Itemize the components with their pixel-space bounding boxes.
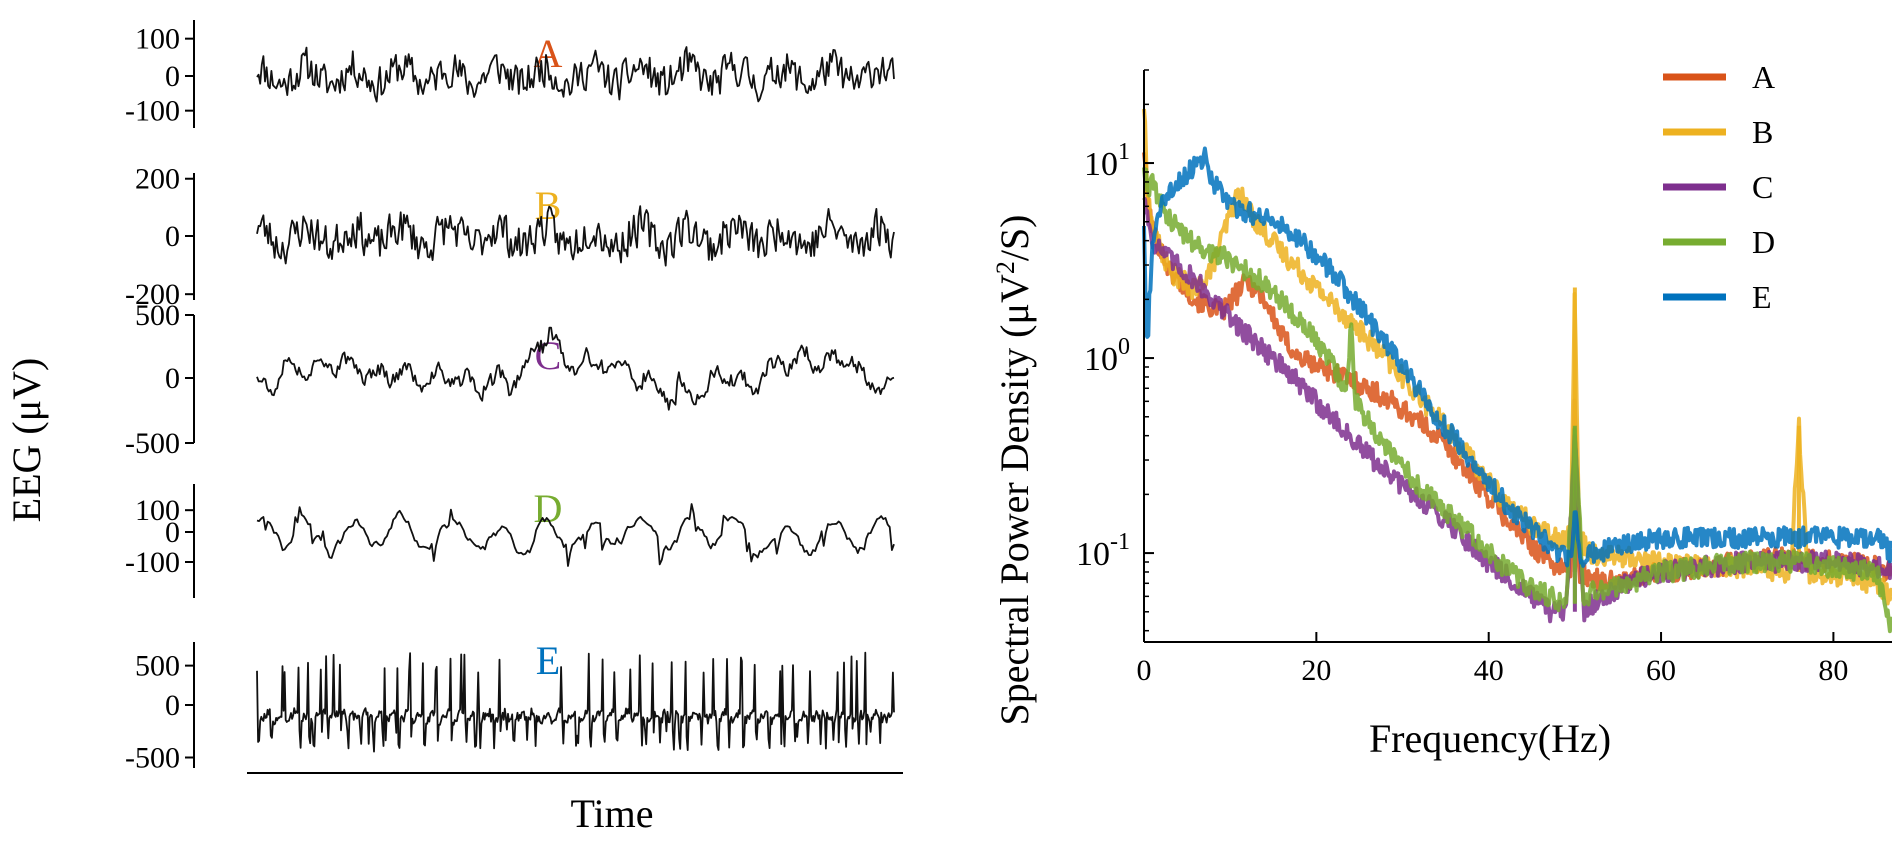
psd-y-tick-label: 10-1 bbox=[1076, 529, 1130, 573]
eeg-y-tick-label: -500 bbox=[125, 742, 180, 775]
eeg-trace-a bbox=[256, 46, 895, 103]
legend-label: E bbox=[1752, 279, 1772, 315]
psd-x-tick-label: 40 bbox=[1474, 654, 1504, 687]
eeg-y-tick-label: 0 bbox=[165, 516, 180, 549]
legend-label: A bbox=[1752, 59, 1775, 95]
psd-x-ticks: 0 20 40 60 80 bbox=[1137, 632, 1848, 687]
psd-y-axis-label-end: /S) bbox=[992, 214, 1037, 261]
legend-label: C bbox=[1752, 169, 1773, 205]
legend-label: B bbox=[1752, 114, 1773, 150]
eeg-trace-e bbox=[256, 651, 895, 753]
psd-x-tick-label: 80 bbox=[1818, 654, 1848, 687]
legend-item-c: C bbox=[1663, 169, 1773, 205]
eeg-y-tick-label: 500 bbox=[135, 299, 180, 332]
eeg-y-tick-label: 0 bbox=[165, 60, 180, 93]
psd-series-e bbox=[1142, 146, 1892, 568]
legend-item-e: E bbox=[1663, 279, 1772, 315]
eeg-y-tick-label: 0 bbox=[165, 220, 180, 253]
eeg-y-tick-label: -500 bbox=[125, 427, 180, 460]
psd-y-ticks: 101 100 10-1 bbox=[1076, 69, 1154, 632]
eeg-y-axis-label: EEG (μV) bbox=[4, 358, 49, 523]
legend-item-a: A bbox=[1663, 59, 1775, 95]
psd-y-axis-label: Spectral Power Density (μV2/S) bbox=[991, 214, 1037, 725]
psd-x-axis-label: Frequency(Hz) bbox=[1369, 716, 1611, 761]
eeg-trace-d bbox=[256, 503, 895, 567]
eeg-panels: 1000-100A2000-200B5000-500C1000-100D5000… bbox=[125, 20, 895, 775]
eeg-y-tick-label: -100 bbox=[125, 95, 180, 128]
eeg-trace-c bbox=[256, 326, 895, 411]
legend-item-d: D bbox=[1663, 224, 1775, 260]
psd-x-tick-label: 0 bbox=[1137, 654, 1152, 687]
psd-y-tick-label: 100 bbox=[1084, 334, 1130, 378]
legend-item-b: B bbox=[1663, 114, 1773, 150]
legend-label: D bbox=[1752, 224, 1775, 260]
eeg-y-tick-label: 0 bbox=[165, 689, 180, 722]
psd-y-tick-label: 101 bbox=[1084, 139, 1130, 183]
psd-x-tick-label: 60 bbox=[1646, 654, 1676, 687]
psd-chart: 0 20 40 60 80 101 100 10-1 Frequency(Hz) Spect… bbox=[991, 59, 1892, 761]
eeg-panel-label-d: D bbox=[534, 486, 563, 531]
psd-y-axis-label-sup: 2 bbox=[991, 261, 1020, 274]
eeg-y-tick-label: -200 bbox=[125, 278, 180, 311]
eeg-y-tick-label: 100 bbox=[135, 23, 180, 56]
eeg-trace-b bbox=[256, 205, 895, 267]
eeg-panel-label-e: E bbox=[536, 638, 560, 683]
time-axis-label: Time bbox=[570, 791, 653, 836]
psd-series-group bbox=[1142, 108, 1892, 634]
psd-x-tick-label: 20 bbox=[1301, 654, 1331, 687]
psd-series-d bbox=[1142, 167, 1892, 634]
eeg-panel-e: 500 0 -500 E bbox=[125, 638, 895, 775]
psd-y-axis-label-main: Spectral Power Density (μV bbox=[992, 274, 1037, 725]
eeg-y-tick-label: 100 bbox=[135, 494, 180, 527]
eeg-y-tick-label: -100 bbox=[125, 546, 180, 579]
eeg-y-tick-label: 200 bbox=[135, 163, 180, 196]
eeg-y-tick-label: 500 bbox=[135, 650, 180, 683]
eeg-y-tick-label: 0 bbox=[165, 362, 180, 395]
